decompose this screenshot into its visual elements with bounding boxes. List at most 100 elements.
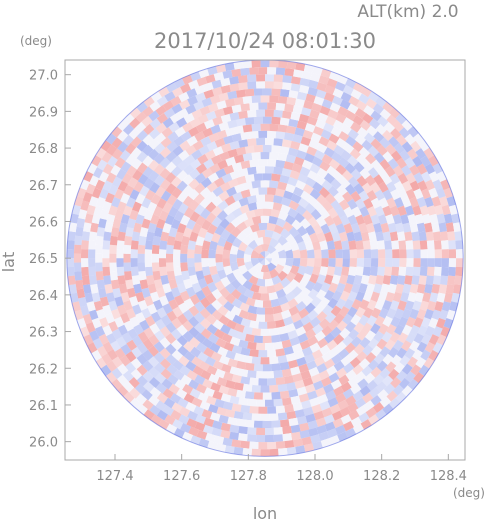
radar-cell	[194, 244, 203, 255]
radar-cell	[194, 374, 206, 385]
radar-cell	[353, 231, 363, 242]
radar-cell	[358, 222, 368, 234]
radar-cell	[203, 424, 214, 435]
radar-cell	[287, 176, 299, 187]
radar-cell	[323, 122, 335, 133]
radar-cell	[271, 88, 281, 97]
radar-cell	[238, 368, 249, 378]
radar-cell	[388, 136, 400, 148]
radar-cell	[297, 173, 309, 184]
radar-cell	[392, 120, 405, 132]
radar-cell	[155, 318, 166, 331]
radar-cell	[385, 249, 393, 259]
radar-cell	[377, 291, 388, 303]
radar-cell	[382, 403, 394, 415]
radar-cell	[290, 366, 301, 376]
radar-cell	[290, 83, 301, 92]
radar-cell	[323, 92, 335, 103]
radar-cell	[327, 397, 339, 408]
radar-cell	[404, 275, 413, 285]
radar-cell	[389, 205, 400, 217]
y-tick-label-6: 26.6	[29, 215, 58, 230]
radar-cell	[154, 362, 166, 374]
radar-cell	[341, 266, 350, 277]
radar-cell	[443, 292, 453, 303]
radar-cell	[248, 275, 259, 286]
radar-cell	[298, 307, 310, 319]
radar-cell	[265, 253, 273, 259]
radar-cell	[432, 163, 443, 175]
radar-cell	[220, 393, 232, 403]
radar-cell	[298, 363, 309, 374]
radar-cell	[365, 407, 377, 419]
radar-cell	[214, 280, 225, 292]
radar-cell	[285, 154, 297, 164]
radar-cell	[405, 266, 414, 277]
radar-cell	[193, 312, 205, 324]
radar-cell	[383, 121, 396, 134]
radar-cell	[305, 93, 316, 103]
radar-cell	[424, 283, 433, 294]
radar-cell	[111, 126, 123, 138]
radar-cell	[335, 298, 347, 310]
radar-cell	[141, 218, 151, 229]
radar-cell	[374, 315, 386, 327]
radar-cell	[409, 180, 420, 192]
radar-cell	[158, 249, 167, 259]
radar-cell	[392, 291, 403, 303]
radar-cell	[391, 240, 400, 250]
y-tick-label-8: 26.8	[29, 142, 58, 157]
radar-cell	[346, 274, 356, 285]
radar-cell	[231, 207, 243, 219]
radar-cell	[286, 382, 297, 391]
radar-cell	[269, 384, 279, 393]
radar-cell	[354, 108, 367, 119]
radar-cell	[236, 230, 247, 242]
radar-cell	[379, 396, 392, 408]
y-tick-label-3: 26.3	[29, 326, 58, 341]
radar-cell	[201, 258, 209, 268]
radar-cell	[362, 214, 373, 225]
radar-cell	[236, 274, 247, 286]
radar-cell	[165, 332, 177, 345]
radar-cell	[208, 132, 220, 143]
radar-cell	[176, 324, 188, 336]
radar-cell	[223, 164, 235, 175]
radar-cell	[413, 316, 424, 328]
radar-cell	[433, 266, 442, 277]
radar-cell	[352, 423, 365, 435]
radar-cell	[217, 269, 227, 280]
radar-cell	[249, 67, 259, 75]
radar-cell	[155, 105, 167, 117]
radar-cell	[331, 151, 343, 163]
radar-cell	[255, 194, 265, 203]
y-tick-label-5: 26.5	[29, 252, 58, 267]
radar-cell	[233, 61, 244, 70]
radar-cell	[375, 275, 384, 285]
radar-cell	[332, 215, 343, 226]
radar-cell	[395, 391, 407, 403]
radar-cell	[260, 251, 265, 259]
radar-cell	[176, 169, 188, 182]
radar-cell	[251, 123, 261, 132]
radar-cell	[424, 309, 434, 320]
radar-cell	[187, 249, 195, 259]
radar-cell	[251, 180, 261, 189]
radar-cell	[249, 130, 259, 139]
radar-cell	[170, 95, 182, 107]
radar-cell	[182, 195, 194, 207]
radar-cell	[191, 149, 203, 161]
radar-cell	[207, 333, 219, 344]
radar-cell	[288, 147, 299, 157]
radar-cell	[312, 281, 323, 293]
radar-cell	[282, 426, 292, 435]
radar-cell	[409, 196, 419, 208]
radar-cell	[99, 209, 110, 220]
radar-cell	[126, 308, 136, 320]
radar-cell	[338, 231, 349, 242]
radar-cell	[251, 356, 261, 365]
radar-cell	[331, 95, 343, 106]
radar-cell	[112, 148, 123, 160]
radar-cell	[323, 172, 336, 184]
radar-cell	[356, 175, 368, 187]
